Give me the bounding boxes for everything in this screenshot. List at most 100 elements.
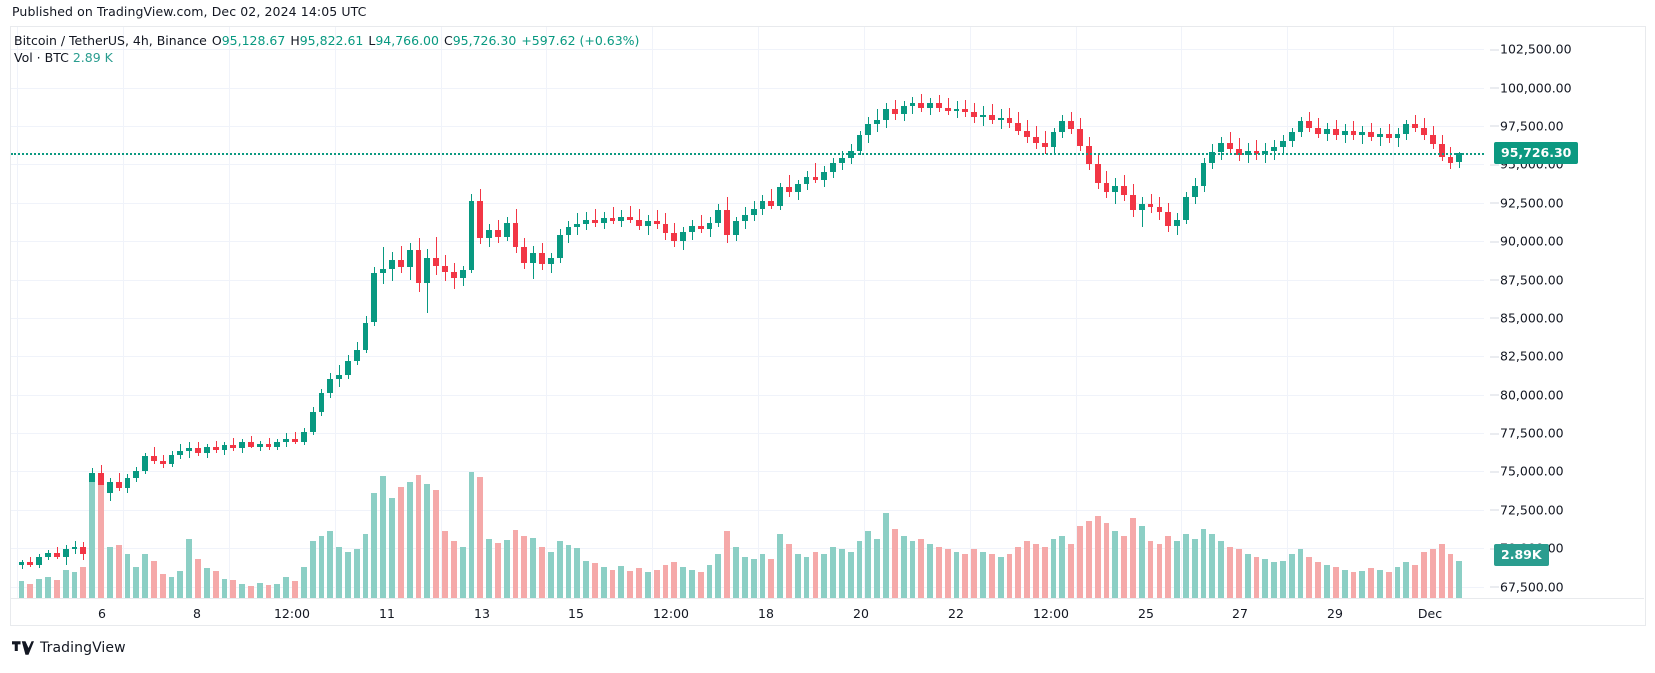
price-axis-tick: 97,500.00: [1490, 118, 1564, 133]
candle-body: [547, 258, 554, 265]
candle-body: [1174, 219, 1180, 226]
candle-body: [1138, 204, 1145, 211]
volume-bar: [1359, 571, 1366, 598]
legend-high-value: 95,822.61: [299, 33, 364, 48]
candle-body: [997, 118, 1004, 120]
candle-body: [318, 393, 325, 412]
volume-bar: [1438, 544, 1445, 598]
legend-open-label: O: [211, 33, 222, 48]
volume-bar: [1288, 554, 1295, 598]
candle-wick: [1151, 193, 1152, 214]
volume-bar: [503, 540, 510, 598]
volume-bar: [574, 547, 581, 598]
legend-volume-label: Vol · BTC: [14, 50, 69, 65]
candle-body: [27, 562, 34, 566]
grid-line-horizontal: [11, 279, 1484, 281]
candle-wick: [657, 210, 658, 229]
time-axis-tick: 12:00: [652, 606, 690, 621]
volume-bar: [106, 546, 113, 598]
candle-body: [812, 176, 819, 180]
candle-body: [221, 445, 228, 450]
volume-bar: [1271, 562, 1277, 598]
volume-bar: [547, 551, 554, 598]
volume-bar: [1068, 544, 1075, 598]
grid-line-horizontal: [11, 164, 1484, 166]
volume-bar: [512, 529, 519, 598]
legend-volume-row[interactable]: Vol · BTC 2.89 K: [14, 50, 639, 65]
candle-body: [1262, 150, 1269, 154]
volume-bar: [486, 538, 492, 598]
candle-body: [300, 431, 307, 443]
candle-body: [1412, 124, 1419, 128]
candle-body: [53, 552, 60, 557]
candle-body: [1350, 130, 1357, 136]
time-axis-tick: 22: [948, 606, 964, 621]
volume-bar: [1341, 569, 1348, 598]
candle-body: [265, 443, 272, 447]
candle-wick: [1009, 107, 1010, 128]
volume-bar: [565, 545, 572, 598]
candle-body: [1306, 121, 1313, 128]
volume-bar: [847, 551, 854, 598]
candle-body: [909, 102, 916, 106]
candle-body: [1182, 196, 1189, 220]
legend-high-label: H: [290, 33, 300, 48]
volume-bar: [644, 572, 651, 598]
candle-body: [1279, 141, 1286, 148]
legend-symbol: Bitcoin / TetherUS, 4h, Binance: [14, 33, 207, 48]
candle-body: [168, 454, 175, 464]
candle-body: [1121, 185, 1128, 196]
volume-bar: [80, 567, 87, 598]
volume-bar: [1103, 523, 1110, 598]
volume-bar: [345, 551, 351, 598]
candle-body: [18, 562, 25, 566]
candle-wick: [436, 236, 437, 275]
candle-body: [1200, 162, 1207, 186]
volume-bar: [1394, 567, 1401, 598]
volume-bar: [962, 554, 969, 598]
candle-body: [1438, 144, 1445, 157]
volume-bar: [1209, 533, 1216, 598]
volume-bar: [186, 538, 193, 598]
volume-bar: [1227, 546, 1233, 598]
time-axis-tick: 6: [98, 606, 106, 621]
volume-bar: [530, 537, 537, 598]
candle-body: [1156, 207, 1163, 212]
candle-wick: [595, 208, 596, 228]
volume-bar: [1182, 533, 1189, 598]
volume-bar: [689, 569, 695, 598]
candle-body: [195, 448, 201, 453]
volume-bar: [124, 554, 131, 598]
candle-body: [345, 360, 351, 375]
price-axis-tick: 90,000.00: [1490, 234, 1564, 249]
volume-bar: [971, 549, 978, 598]
volume-bar: [856, 541, 863, 598]
candle-body: [1315, 127, 1322, 134]
volume-bar: [1324, 564, 1330, 598]
grid-line-vertical: [1076, 27, 1077, 598]
volume-bar: [142, 554, 148, 598]
volume-bar: [433, 490, 440, 598]
volume-bar: [680, 567, 686, 598]
candle-body: [733, 221, 739, 235]
volume-bar: [1368, 568, 1374, 598]
volume-badge[interactable]: 2.89K: [1494, 543, 1549, 566]
candle-body: [724, 210, 731, 235]
candle-wick: [639, 208, 640, 231]
volume-bar: [609, 569, 616, 598]
candle-body: [1429, 135, 1436, 145]
legend-symbol-row[interactable]: Bitcoin / TetherUS, 4h, Binance O95,128.6…: [14, 33, 639, 48]
price-axis[interactable]: 102,500.00 100,000.00 97,500.00 95,000.00 92…: [1486, 27, 1644, 598]
candle-body: [327, 379, 334, 394]
volume-bar: [1156, 544, 1163, 598]
candle-body: [503, 222, 510, 237]
candle-body: [1341, 130, 1348, 136]
volume-bar: [865, 531, 872, 598]
price-plot-area[interactable]: [11, 27, 1484, 598]
candle-body: [512, 222, 519, 248]
time-axis[interactable]: 6 8 12:00 11 13 15 12:00 18 20 22 12:00 25 27 29 Dec: [11, 598, 1644, 625]
current-price-badge[interactable]: 95,726.30: [1494, 142, 1579, 165]
volume-bar: [36, 578, 43, 598]
volume-bar: [980, 551, 986, 598]
volume-bar: [1306, 556, 1313, 598]
